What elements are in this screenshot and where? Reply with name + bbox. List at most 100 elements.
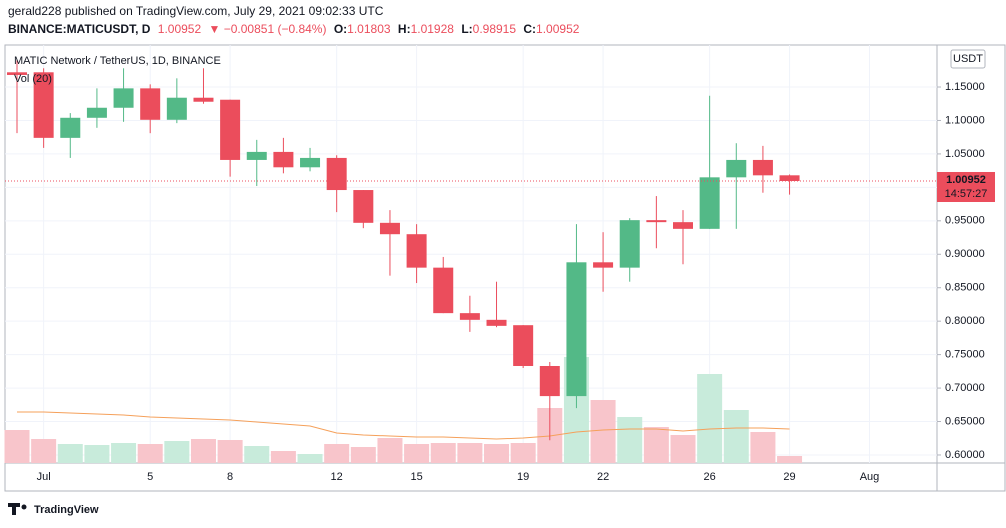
volume-bar [404,444,430,463]
candle-body [779,175,800,181]
volume-bar [590,400,616,463]
volume-bar [244,446,270,463]
x-tick-label: Jul [37,471,51,483]
volume-bar [217,440,243,463]
ohlc-value: 1.00952 [536,22,580,36]
volume-bar [57,444,83,463]
volume-bar [510,443,536,463]
candle-body [673,222,693,229]
volume-bar [723,410,749,463]
candle-body [593,262,614,268]
change: ▼ −0.00851 (−0.84%) [209,22,327,36]
volume-bar [190,439,216,463]
candle-body [273,151,294,168]
volume-bar [377,438,403,463]
candle-body [726,159,747,178]
volume-bar [164,441,190,463]
volume-bar [111,443,137,463]
logo [8,503,27,515]
ohlc-value: 1.01803 [347,22,391,36]
volume-bar [777,456,803,463]
candle-body [486,319,507,326]
volume-bar [270,451,296,463]
y-tick-label: 0.75000 [945,349,985,361]
y-tick-label: 1.15000 [945,81,985,93]
candle-body [699,177,720,229]
x-tick-label: Aug [860,471,880,483]
candle-body [166,97,187,120]
candle-body [86,107,107,118]
candle-body [193,97,214,102]
volume-bar [617,417,643,463]
x-tick-label: 26 [704,471,716,483]
y-tick-label: 1.10000 [945,114,985,126]
volume-legend: Vol (20) [14,73,52,85]
symbol-line: BINANCE:MATICUSDT, D 1.00952 ▼ −0.00851 … [8,22,580,36]
y-tick-label: 0.95000 [945,215,985,227]
y-tick-label: 0.60000 [945,449,985,461]
candle-body [459,313,480,320]
candle-body [353,190,374,223]
volume-ma-line [17,411,790,440]
volume-bar [643,427,669,463]
x-tick-label: 29 [783,471,795,483]
x-tick-label: 22 [597,471,609,483]
volume-bar [457,443,483,463]
ohlc-value: 1.01928 [411,22,455,36]
candle-body [406,234,427,268]
brand: TradingView [34,504,99,516]
currency: USDT [953,53,983,65]
y-tick-label: 0.90000 [945,248,985,260]
candle-body [246,151,267,160]
candle-body [113,88,134,108]
currency-box [950,49,986,69]
volume-bar [84,445,110,463]
candle-body [566,262,587,397]
x-tick-label: 8 [227,471,233,483]
last-price: 1.00952 [946,174,986,186]
y-tick-label: 0.85000 [945,282,985,294]
candle-body [7,72,27,75]
volume-bar [350,447,376,463]
ohlc-label: O: [334,22,347,36]
volume-bar [4,430,30,463]
y-tick-label: 0.80000 [945,315,985,327]
x-tick-label: 15 [410,471,422,483]
volume-bar [137,444,163,463]
volume-bar [324,444,350,463]
candle-body [433,267,454,314]
candle-body [60,117,81,138]
symbol: BINANCE:MATICUSDT, D [8,22,151,36]
x-tick-label: 19 [517,471,529,483]
candle-body [619,220,640,268]
frame [4,44,1006,492]
price: 1.00952 [158,22,202,36]
legend: MATIC Network / TetherUS, 1D, BINANCE [14,55,221,67]
candle-body [752,159,773,176]
candle-body [513,325,534,366]
ohlc-label: L: [461,22,472,36]
volume-bar [750,432,776,463]
published-line: gerald228 published on TradingView.com, … [8,4,384,18]
candle-body [646,220,667,223]
x-tick-label: 5 [147,471,153,483]
last-price-tag [937,171,995,202]
candle-body [33,72,54,138]
countdown: 14:57:27 [945,188,988,200]
volume-bar [430,443,456,463]
candle-body [379,222,400,235]
volume-bar [484,444,510,463]
ohlc-value: 0.98915 [473,22,517,36]
candle-body [300,157,321,168]
candle-body [140,88,161,120]
y-tick-label: 1.05000 [945,148,985,160]
ohlc-label: H: [398,22,411,36]
y-tick-label: 0.70000 [945,382,985,394]
candle-body [326,157,347,191]
y-tick-label: 0.65000 [945,415,985,427]
ohlc-label: C: [523,22,536,36]
candle-body [220,99,241,160]
volume-bar [697,374,723,463]
candle-body [539,365,560,397]
